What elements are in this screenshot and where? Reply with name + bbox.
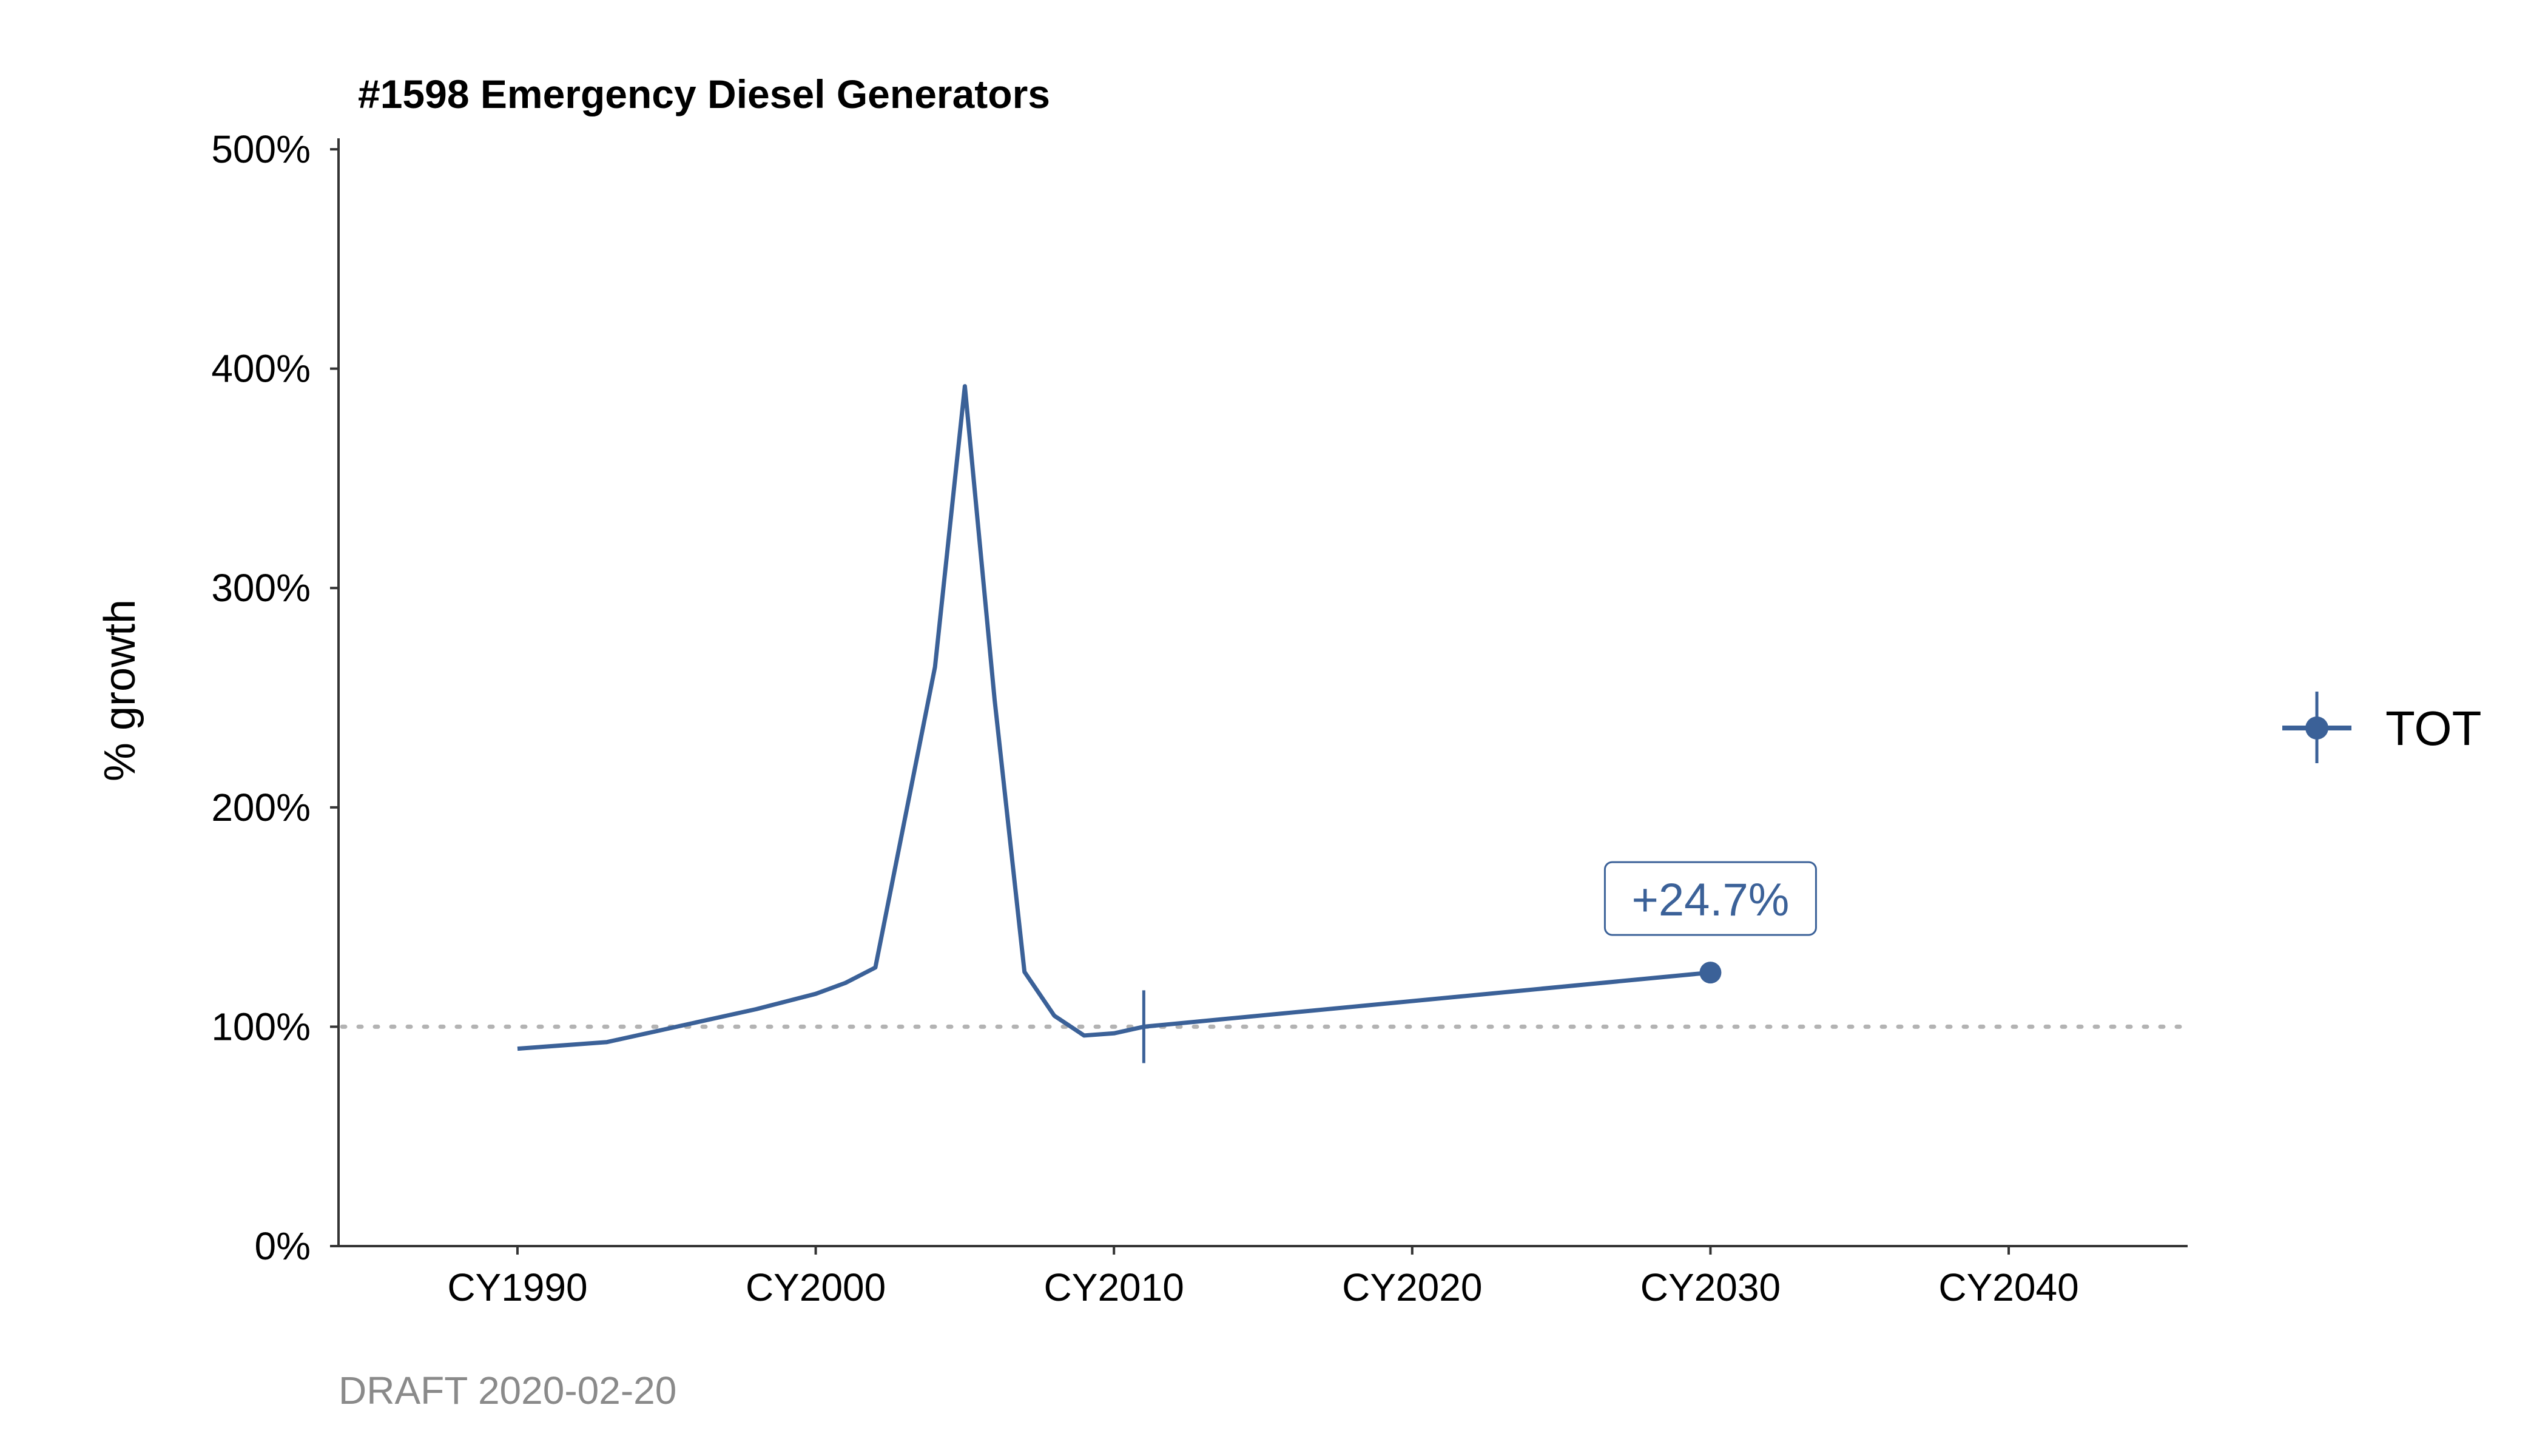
y-tick-label: 100%: [211, 1005, 311, 1048]
legend-label-tot: TOT: [2385, 701, 2482, 755]
annotation-box: [1603, 861, 1817, 936]
x-tick-label: CY1990: [447, 1266, 587, 1309]
y-tick-label: 200%: [211, 786, 311, 829]
x-tick-label: CY2000: [746, 1266, 886, 1309]
y-tick-label: 500%: [211, 127, 311, 171]
y-axis-title: % growth: [96, 599, 144, 781]
y-tick-label: 300%: [211, 566, 311, 610]
series-line-tot: [517, 384, 1711, 1051]
y-tick-label: 400%: [211, 347, 311, 391]
x-tick-label: CY2010: [1044, 1266, 1184, 1309]
end-value-annotation: +24.7%: [1603, 861, 1817, 936]
x-tick-label: CY2030: [1640, 1266, 1781, 1309]
x-tick-label: CY2020: [1342, 1266, 1482, 1309]
y-axis-ticks: 0% 100% 200% 300% 400% 500%: [211, 127, 339, 1268]
annotation-label: +24.7%: [1631, 874, 1789, 926]
end-point-marker: [1699, 962, 1722, 984]
legend: TOT: [2282, 692, 2482, 763]
x-tick-label: CY2040: [1938, 1266, 2078, 1309]
x-axis-ticks: CY1990 CY2000 CY2010 CY2020 CY2030 CY2040: [447, 1246, 2079, 1309]
legend-marker: [2305, 716, 2328, 740]
y-tick-label: 0%: [255, 1224, 311, 1268]
chart-title: #1598 Emergency Diesel Generators: [358, 72, 1050, 116]
draft-caption: DRAFT 2020-02-20: [339, 1369, 676, 1412]
